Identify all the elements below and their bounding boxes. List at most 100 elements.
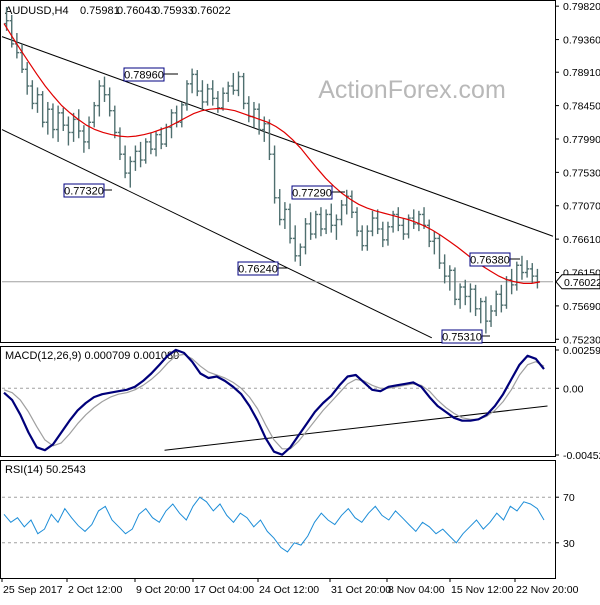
ohlc-bar bbox=[390, 210, 396, 233]
ohlc-bar bbox=[236, 71, 241, 97]
ohlc-bar bbox=[267, 119, 272, 161]
price-axis-label: 0.79360 bbox=[563, 35, 600, 47]
price-callout: 0.75310 bbox=[441, 329, 490, 344]
ohlc-bar bbox=[40, 91, 45, 128]
macd-panel-frame bbox=[0, 346, 556, 457]
ohlc-low: 0.75933 bbox=[154, 5, 194, 17]
time-axis-label: 9 Oct 20:00 bbox=[136, 584, 190, 596]
ohlc-bar bbox=[359, 225, 365, 251]
ohlc-bar bbox=[313, 210, 319, 239]
ohlc-bar bbox=[303, 218, 308, 255]
ohlc-bar bbox=[148, 132, 154, 155]
price-callout-label: 0.75310 bbox=[442, 332, 482, 344]
ohlc-bar bbox=[442, 254, 447, 284]
ohlc-bar bbox=[231, 72, 236, 95]
ohlc-bar bbox=[272, 145, 277, 204]
ohlc-bar bbox=[210, 80, 215, 106]
ohlc-bar bbox=[112, 105, 118, 139]
ohlc-bar bbox=[184, 80, 190, 111]
price-callout-label: 0.76240 bbox=[238, 264, 278, 276]
price-callout: 0.76240 bbox=[237, 261, 288, 276]
ohlc-bar bbox=[530, 263, 535, 284]
ohlc-bar bbox=[19, 43, 25, 73]
ohlc-bar bbox=[468, 283, 473, 313]
price-axis-label: 0.77990 bbox=[563, 134, 600, 146]
ohlc-bar bbox=[463, 279, 468, 306]
ohlc-bar bbox=[292, 225, 298, 262]
ohlc-bar bbox=[66, 116, 71, 146]
ohlc-bar bbox=[401, 218, 406, 240]
ohlc-high: 0.76043 bbox=[117, 5, 157, 17]
symbol-label: AUDUSD,H4 bbox=[5, 5, 69, 17]
ohlc-bar bbox=[318, 207, 324, 237]
time-axis-label: 25 Sep 2017 bbox=[3, 584, 63, 596]
ohlc-bar bbox=[45, 101, 51, 135]
price-callout: 0.77290 bbox=[291, 185, 345, 200]
ohlc-bar bbox=[158, 127, 164, 150]
price-callout-box bbox=[63, 183, 105, 198]
ohlc-bar bbox=[241, 72, 246, 110]
price-callout-box bbox=[123, 67, 165, 82]
ohlc-bar bbox=[365, 225, 370, 251]
ohlc-bar bbox=[282, 202, 288, 229]
ohlc-bar bbox=[354, 207, 360, 237]
ohlc-bar bbox=[411, 209, 416, 229]
price-axis-label: 0.79820 bbox=[563, 1, 600, 13]
time-axis-label: 8 Nov 04:00 bbox=[388, 584, 445, 596]
ohlc-bar bbox=[380, 221, 386, 248]
moving-average-line bbox=[3, 23, 541, 284]
ohlc-bar bbox=[195, 70, 200, 97]
rsi-axis-label: 30 bbox=[563, 538, 575, 550]
ohlc-bar bbox=[514, 261, 520, 291]
ohlc-bar bbox=[447, 265, 453, 291]
price-header: AUDUSD,H4 0.75981 0.76043 0.75933 0.7602… bbox=[5, 5, 231, 17]
ohlc-bar bbox=[334, 214, 339, 240]
price-axis-label: 0.75230 bbox=[563, 334, 600, 346]
ohlc-bar bbox=[406, 214, 411, 239]
price-callout-label: 0.78960 bbox=[124, 70, 164, 82]
ohlc-bar bbox=[323, 209, 329, 235]
macd-axis-label: 0.00 bbox=[563, 383, 584, 395]
price-axis-label: 0.75690 bbox=[563, 301, 600, 313]
ohlc-bar bbox=[189, 68, 195, 94]
ohlc-close: 0.76022 bbox=[191, 5, 231, 17]
ohlc-bar bbox=[473, 284, 478, 317]
ohlc-bar bbox=[375, 209, 380, 235]
price-callout-box bbox=[237, 261, 279, 276]
time-axis-label: 31 Oct 20:00 bbox=[331, 584, 391, 596]
time-axis-label: 22 Nov 20:00 bbox=[516, 584, 579, 596]
price-axis-label: 0.78450 bbox=[563, 101, 600, 113]
macd-trendline bbox=[164, 405, 548, 451]
ohlc-bar bbox=[519, 255, 525, 280]
ohlc-open: 0.75981 bbox=[80, 5, 120, 17]
time-axis-label: 15 Nov 12:00 bbox=[451, 584, 514, 596]
ohlc-bar bbox=[102, 76, 107, 102]
ohlc-bar bbox=[97, 80, 102, 117]
ohlc-bar bbox=[61, 107, 66, 131]
price-callout: 0.77320 bbox=[63, 183, 112, 198]
ohlc-bar bbox=[308, 212, 313, 240]
ohlc-bar bbox=[493, 290, 499, 317]
rsi-layer bbox=[2, 496, 553, 553]
ohlc-bar bbox=[91, 101, 97, 128]
time-axis-label: 24 Oct 12:00 bbox=[259, 584, 319, 596]
ohlc-bar bbox=[437, 234, 442, 269]
rsi-header: RSI(14) 50.2543 bbox=[5, 464, 86, 476]
ohlc-bar bbox=[457, 283, 463, 309]
macd-signal-line bbox=[3, 353, 545, 450]
ohlc-bar bbox=[153, 130, 159, 157]
ohlc-bar bbox=[452, 267, 458, 306]
price-layer: 0.78960 0.77320 0.77290 0.76240 0.76380 0.753… bbox=[1, 6, 554, 344]
ohlc-bar bbox=[349, 190, 355, 219]
price-callout-box bbox=[441, 329, 483, 344]
price-callout-label: 0.77320 bbox=[64, 186, 104, 198]
ohlc-bar bbox=[138, 141, 143, 168]
ohlc-bar bbox=[169, 109, 174, 139]
ohlc-bar bbox=[143, 138, 148, 164]
ohlc-bar bbox=[287, 203, 293, 244]
ohlc-bar bbox=[370, 210, 375, 237]
time-axis-label: 17 Oct 04:00 bbox=[194, 584, 254, 596]
ohlc-bar bbox=[426, 219, 432, 248]
ohlc-bar bbox=[499, 284, 504, 313]
